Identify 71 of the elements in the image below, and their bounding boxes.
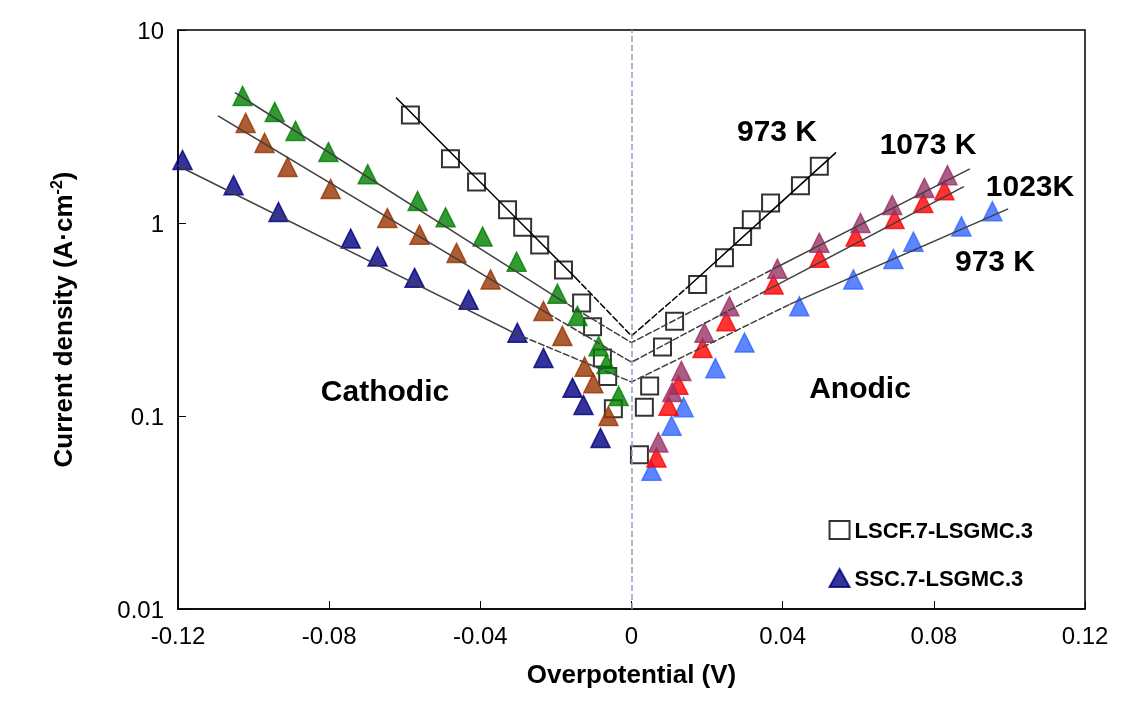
y-tick-label: 10 xyxy=(137,16,164,44)
x-axis-title: Overpotential (V) xyxy=(526,659,737,689)
point xyxy=(673,397,694,418)
point xyxy=(277,156,298,178)
point xyxy=(694,322,715,343)
point xyxy=(573,394,594,416)
point xyxy=(596,353,617,375)
x-tick-label: -0.04 xyxy=(452,621,508,649)
x-tick-label: 0.04 xyxy=(759,621,807,649)
y-tick-label: 1 xyxy=(150,209,164,237)
legend-label: LSCF.7-LSGMC.3 xyxy=(854,517,1034,543)
point xyxy=(467,172,487,192)
y-tick-label: 0.1 xyxy=(130,402,164,430)
point xyxy=(572,293,592,313)
point xyxy=(320,178,341,200)
point xyxy=(574,356,595,377)
point xyxy=(553,260,573,280)
point xyxy=(223,174,244,196)
annotation: 1023K xyxy=(985,168,1075,202)
annotation: Cathodic xyxy=(320,373,450,407)
point xyxy=(608,385,629,407)
x-tick-label: 0.12 xyxy=(1061,621,1109,649)
point xyxy=(533,347,554,369)
point xyxy=(734,332,755,353)
point xyxy=(629,445,649,465)
point xyxy=(741,210,761,230)
y-axis-title: Current density (A·cm-2) xyxy=(47,171,78,468)
point xyxy=(590,427,611,449)
point xyxy=(583,372,604,394)
point xyxy=(472,226,493,247)
point xyxy=(440,149,460,169)
x-tick-label: -0.08 xyxy=(301,621,357,649)
point xyxy=(567,305,588,327)
point xyxy=(761,193,781,213)
y-tick-label: 0.01 xyxy=(117,595,164,623)
point xyxy=(435,207,456,228)
point xyxy=(662,381,683,403)
point xyxy=(671,360,692,382)
point xyxy=(688,275,708,295)
point xyxy=(903,231,924,252)
point xyxy=(340,228,361,249)
point xyxy=(562,377,583,399)
point xyxy=(648,432,669,453)
point xyxy=(367,246,388,267)
point xyxy=(172,149,193,171)
point xyxy=(480,269,501,290)
point xyxy=(705,357,726,379)
point xyxy=(640,376,660,396)
point xyxy=(634,397,654,417)
x-tick-label: 0.08 xyxy=(910,621,958,649)
point xyxy=(507,322,528,343)
point xyxy=(789,296,810,317)
point xyxy=(665,311,685,331)
point xyxy=(552,325,573,347)
point xyxy=(652,337,672,357)
point xyxy=(843,269,864,290)
x-tick-label: -0.12 xyxy=(150,621,206,649)
point xyxy=(661,415,682,437)
point xyxy=(506,251,527,272)
point xyxy=(714,248,734,268)
x-tick-label: 0 xyxy=(624,621,639,649)
point xyxy=(598,405,619,427)
point xyxy=(458,289,479,311)
annotation: 1073 K xyxy=(879,126,977,160)
legend-label: SSC.7-LSGMC.3 xyxy=(854,565,1024,591)
point xyxy=(588,335,609,357)
point xyxy=(235,112,256,134)
annotation: 973 K xyxy=(736,113,818,147)
point xyxy=(767,258,788,279)
annotation: Anodic xyxy=(809,370,911,404)
annotation: 973 K xyxy=(954,243,1036,277)
